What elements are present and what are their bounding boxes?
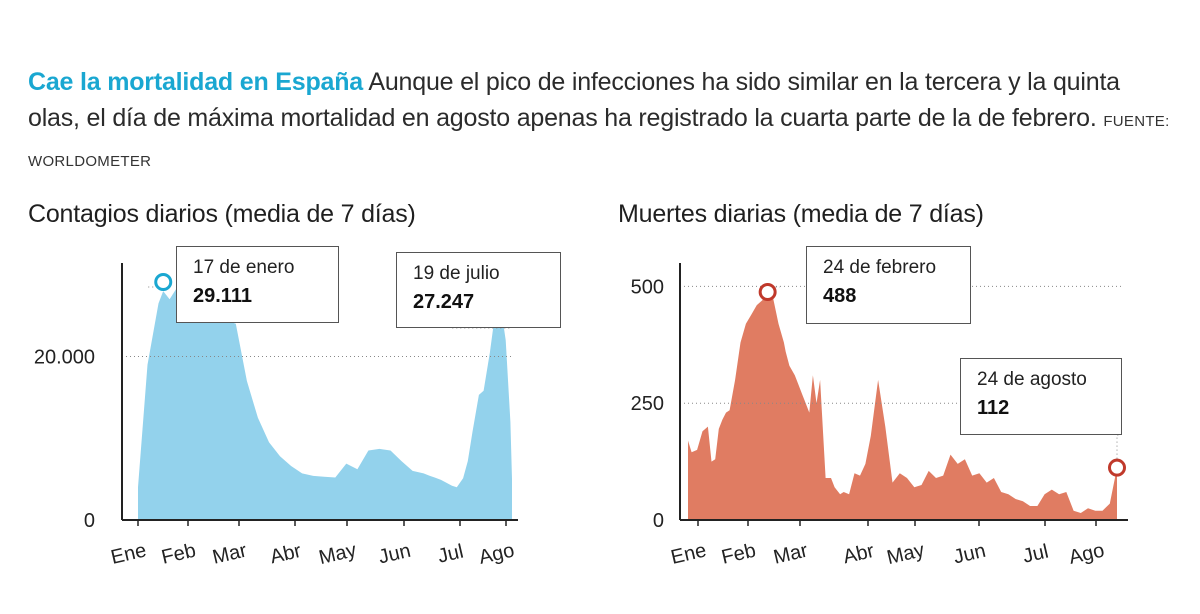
deaths-x-tick-label: May (885, 539, 927, 569)
callout-value: 112 (977, 397, 1010, 419)
deaths-x-tick-label: Jul (1021, 541, 1051, 568)
deaths-x-tick-label: Ago (1067, 539, 1107, 568)
callout-date: 24 de agosto (977, 369, 1087, 390)
cases-x-tick-label: May (317, 539, 359, 569)
deaths-peak-marker (758, 283, 777, 302)
deaths-y-tick-label: 0 (653, 510, 664, 532)
deaths-x-tick-label: Feb (719, 540, 758, 569)
deaths-x-tick-label: Ene (669, 539, 709, 568)
deaths-y-tick-label: 500 (631, 276, 664, 298)
deaths-annotation-leader (1116, 434, 1120, 459)
cases-callout-january: 17 de enero 29.111 (176, 246, 339, 323)
deaths-y-tick-label: 250 (631, 393, 664, 415)
deaths-x-tick-label: Jun (951, 540, 987, 569)
deaths-callout-august: 24 de agosto 112 (960, 358, 1122, 435)
headline-text: Aunque el pico de infecciones ha sido si… (28, 68, 1120, 132)
deaths-x-tick-label: Mar (771, 539, 810, 568)
deaths-peak-marker (1108, 458, 1126, 477)
cases-x-tick-label: Mar (210, 539, 249, 568)
callout-date: 19 de julio (413, 263, 500, 284)
cases-area (138, 282, 512, 520)
callout-date: 17 de enero (193, 257, 295, 278)
deaths-area (688, 292, 1117, 520)
deaths-x-tick-label: Abr (841, 540, 877, 569)
deaths-chart-title: Muertes diarias (media de 7 días) (618, 200, 984, 228)
headline-source: FUENTE: WORLDOMETER (28, 113, 1170, 170)
cases-x-tick-label: Abr (268, 540, 304, 569)
cases-y-tick-label: 20.000 (34, 347, 95, 369)
deaths-callout-february: 24 de febrero 488 (806, 246, 971, 324)
cases-x-tick-label: Ago (477, 539, 517, 568)
callout-value: 27.247 (413, 291, 475, 313)
cases-chart-title: Contagios diarios (media de 7 días) (28, 200, 416, 228)
cases-x-tick-label: Feb (159, 540, 198, 569)
callout-value: 488 (823, 285, 857, 307)
cases-x-tick-label: Jul (436, 541, 466, 568)
headline-lead: Cae la mortalidad en España (28, 68, 363, 96)
cases-x-tick-label: Ene (109, 539, 149, 568)
cases-x-tick-label: Jun (376, 540, 412, 569)
callout-date: 24 de febrero (823, 257, 937, 278)
deaths-chart: 0 250 500 Ene Feb Mar Abr May Jun Jul Ago (631, 263, 1128, 569)
cases-y-tick-label: 0 (84, 510, 95, 532)
cases-callout-july: 19 de julio 27.247 (396, 252, 561, 328)
deaths-annotation-leader (767, 283, 780, 288)
callout-value: 29.111 (193, 285, 252, 307)
cases-peak-marker (154, 273, 173, 292)
headline: Cae la mortalidad en España Aunque el pi… (28, 64, 1178, 180)
